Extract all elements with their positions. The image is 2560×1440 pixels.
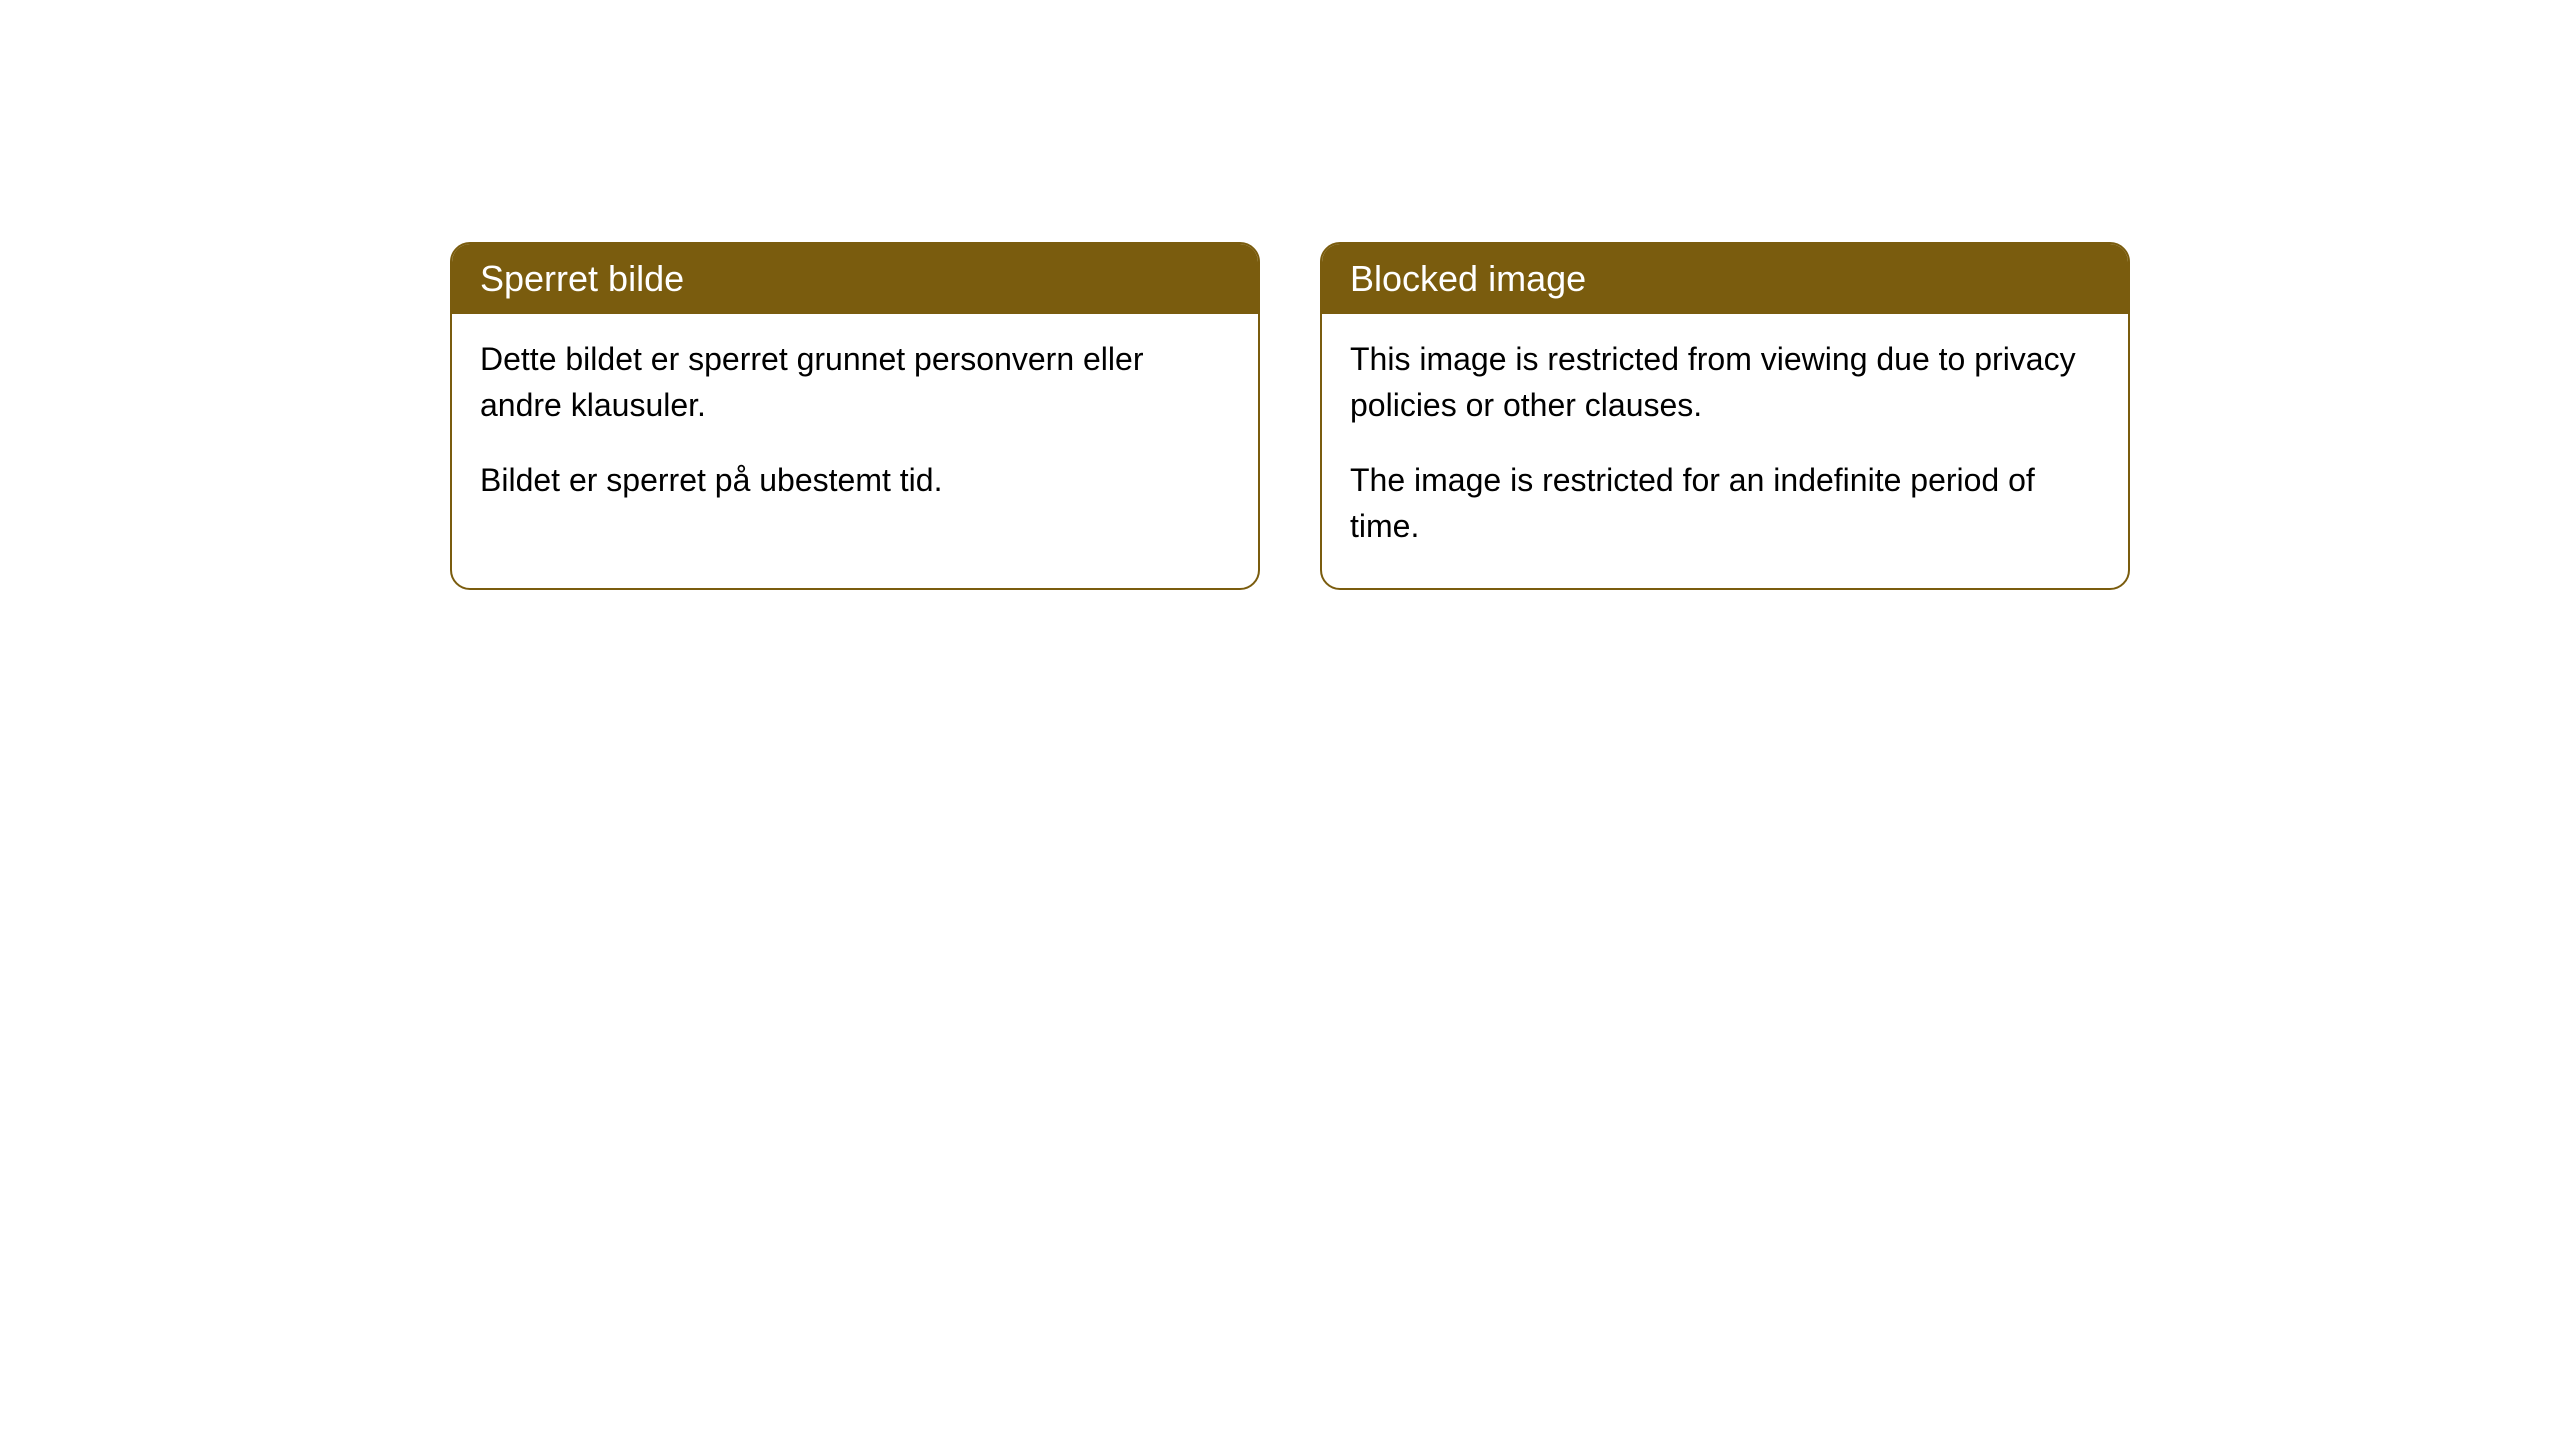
card-text-norwegian-1: Dette bildet er sperret grunnet personve… <box>480 336 1230 429</box>
card-header-english: Blocked image <box>1322 244 2128 314</box>
card-english: Blocked image This image is restricted f… <box>1320 242 2130 590</box>
card-header-norwegian: Sperret bilde <box>452 244 1258 314</box>
card-body-english: This image is restricted from viewing du… <box>1322 314 2128 588</box>
card-text-norwegian-2: Bildet er sperret på ubestemt tid. <box>480 457 1230 503</box>
card-norwegian: Sperret bilde Dette bildet er sperret gr… <box>450 242 1260 590</box>
card-text-english-2: The image is restricted for an indefinit… <box>1350 457 2100 550</box>
card-text-english-1: This image is restricted from viewing du… <box>1350 336 2100 429</box>
cards-container: Sperret bilde Dette bildet er sperret gr… <box>450 242 2130 590</box>
card-body-norwegian: Dette bildet er sperret grunnet personve… <box>452 314 1258 541</box>
